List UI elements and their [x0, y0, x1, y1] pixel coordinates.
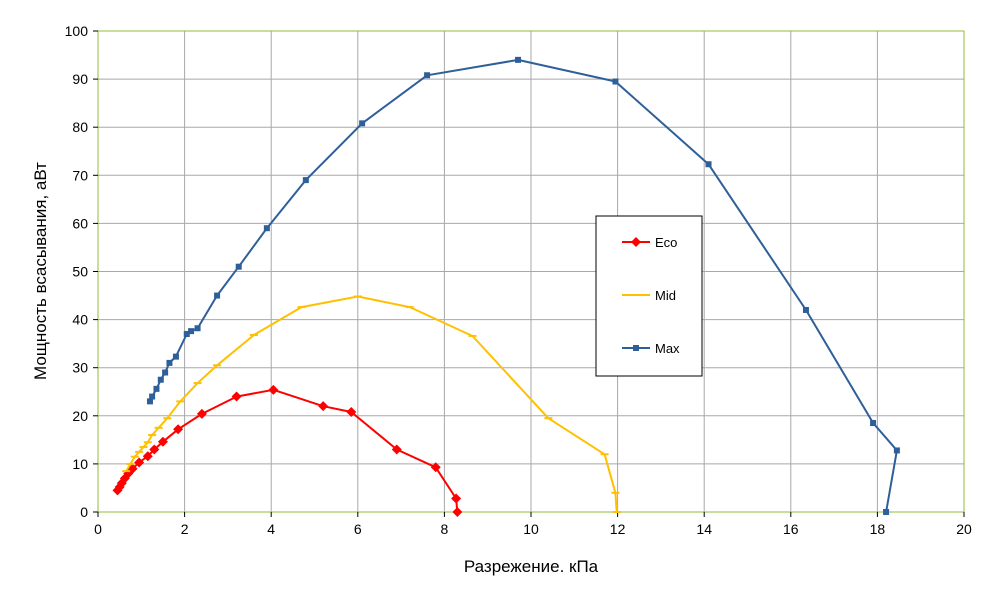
data-point-max: [302, 177, 309, 184]
y-axis-title: Мощность всасывания, аВт: [31, 162, 50, 380]
legend: Eco Mid Max: [595, 215, 703, 377]
data-point-max: [263, 225, 270, 232]
data-point-eco: [451, 493, 462, 504]
data-point-eco: [391, 444, 402, 455]
x-axis-ticks: 0 2 4 6 8 10 12 14 16 18 20: [94, 512, 972, 537]
y-tick-label: 30: [72, 360, 88, 376]
data-point-max: [870, 420, 877, 427]
data-point-max: [612, 78, 619, 85]
x-tick-label: 20: [956, 521, 972, 537]
data-point-max: [194, 325, 201, 332]
legend-item-mid: Mid: [622, 288, 676, 303]
series-eco: [112, 384, 463, 517]
data-point-max: [705, 161, 712, 168]
legend-label: Eco: [655, 235, 677, 250]
x-tick-label: 18: [870, 521, 886, 537]
y-tick-label: 40: [72, 312, 88, 328]
x-tick-label: 10: [523, 521, 539, 537]
data-point-eco: [149, 444, 160, 455]
x-tick-label: 2: [181, 521, 189, 537]
y-tick-label: 60: [72, 215, 88, 231]
data-point-eco: [430, 462, 441, 473]
data-point-max: [359, 120, 366, 127]
legend-item-max: Max: [622, 341, 680, 356]
x-tick-label: 6: [354, 521, 362, 537]
data-point-max: [172, 353, 179, 360]
x-axis-title: Разрежение. кПа: [464, 557, 599, 576]
legend-label: Mid: [655, 288, 676, 303]
data-point-eco: [318, 401, 329, 412]
data-point-max: [149, 393, 156, 400]
x-tick-label: 8: [441, 521, 449, 537]
data-point-max: [424, 72, 431, 79]
data-point-eco: [173, 424, 184, 435]
x-tick-label: 16: [783, 521, 799, 537]
legend-swatch-marker: [633, 345, 639, 351]
data-point-max: [166, 359, 173, 366]
data-point-max: [515, 56, 522, 63]
legend-label: Max: [655, 341, 680, 356]
data-point-max: [883, 509, 890, 515]
data-point-max: [146, 398, 153, 405]
legend-item-eco: Eco: [622, 235, 677, 250]
x-tick-label: 0: [94, 521, 102, 537]
y-axis-ticks: 0 10 20 30 40 50 60 70 80 90 100: [65, 23, 98, 520]
data-point-eco: [346, 406, 357, 417]
y-tick-label: 70: [72, 167, 88, 183]
data-point-max: [214, 292, 221, 299]
x-tick-label: 4: [267, 521, 275, 537]
grid-lines: [98, 31, 964, 512]
y-tick-label: 80: [72, 119, 88, 135]
y-tick-label: 100: [65, 23, 89, 39]
y-tick-label: 10: [72, 456, 88, 472]
data-point-max: [183, 331, 190, 338]
data-point-eco: [268, 384, 279, 395]
data-point-eco: [142, 451, 153, 462]
series-max: [146, 56, 900, 515]
data-point-max: [802, 306, 809, 313]
x-tick-label: 14: [696, 521, 712, 537]
x-tick-label: 12: [610, 521, 626, 537]
data-point-eco: [452, 507, 463, 517]
data-point-eco: [157, 436, 168, 447]
data-point-eco: [134, 457, 145, 468]
y-tick-label: 0: [80, 504, 88, 520]
legend-swatch-marker: [631, 237, 641, 247]
y-tick-label: 50: [72, 264, 88, 280]
data-point-max: [188, 328, 195, 335]
y-tick-label: 20: [72, 408, 88, 424]
series-mid: [122, 295, 621, 513]
data-point-max: [893, 447, 900, 454]
series-layer: [112, 56, 900, 517]
data-point-eco: [196, 408, 207, 419]
data-point-max: [162, 369, 169, 376]
data-point-max: [153, 385, 160, 392]
data-point-max: [157, 376, 164, 383]
y-tick-label: 90: [72, 71, 88, 87]
data-point-max: [235, 263, 242, 270]
data-point-eco: [231, 391, 242, 402]
